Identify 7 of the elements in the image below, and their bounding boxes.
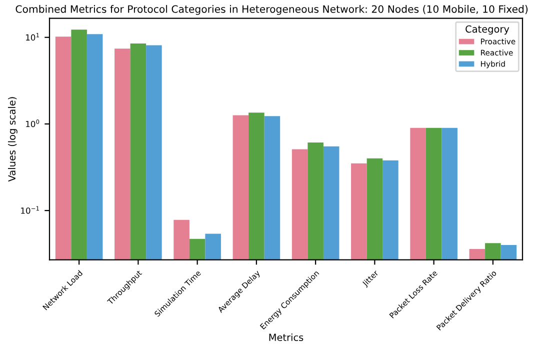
chart-title: Combined Metrics for Protocol Categories in Heterogeneous Network: 20 Nodes (10 Mobile, 10 Fixed) bbox=[16, 5, 528, 15]
y-tick-label: 10$^{1}$ bbox=[26, 33, 39, 41]
legend-title: Category bbox=[466, 25, 510, 35]
y-tick-label: 10$^{0}$ bbox=[26, 120, 40, 128]
y-tick-label: 10$^{−1}$ bbox=[21, 206, 39, 214]
x-axis-title: Metrics bbox=[269, 334, 304, 342]
y-axis-title: Values (log scale) bbox=[8, 97, 18, 182]
